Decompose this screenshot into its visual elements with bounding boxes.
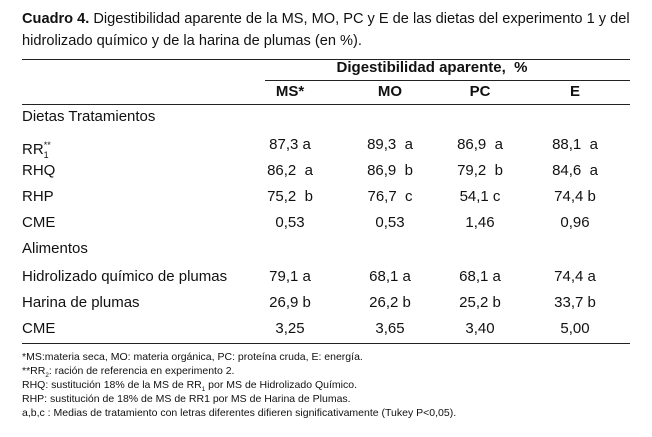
label-text: Hidrolizado químico de plumas [22, 268, 228, 285]
footnote-text: RHP: sustitución de 18% de MS de RR1 por… [22, 393, 351, 405]
label-text: CME [22, 320, 56, 337]
footnote: **RR2: ración de referencia en experimen… [22, 365, 234, 382]
cell: 88,1 a [552, 136, 598, 153]
footnote-text: RHQ: sustitución 18% de la MS de RR [22, 379, 202, 391]
label-text: RHQ [22, 162, 56, 179]
footnote-sub: 2 [45, 372, 49, 380]
cell: 68,1 a [369, 268, 411, 285]
column-header: E [569, 83, 581, 100]
cell: 0,53 [375, 214, 405, 231]
footnote-text: *MS:materia seca, MO: materia orgánica, … [22, 351, 363, 363]
caption: Cuadro 4. Digestibilidad aparente de la … [22, 8, 647, 52]
cell: 0,53 [275, 214, 305, 231]
label-text: RHP [22, 188, 54, 205]
cell: 68,1 a [459, 268, 501, 285]
cell: 89,3 a [367, 136, 413, 153]
column-header: PC [469, 83, 491, 100]
group-rule [265, 80, 630, 81]
cell: 75,2 b [267, 188, 313, 205]
section-title: Alimentos [22, 240, 88, 257]
label-text: RR [22, 141, 44, 158]
label-sub: 1 [43, 150, 49, 160]
footnote-text: : ración de referencia en experimento 2. [48, 365, 235, 377]
footnote-text: a,b,c : Medias de tratamiento con letras… [22, 407, 457, 419]
footnote-text: **RR [22, 365, 46, 377]
cell: 74,4 a [554, 268, 596, 285]
cell: 3,65 [375, 320, 405, 337]
cell: 87,3 a [269, 136, 311, 153]
row-label: CME [22, 214, 55, 232]
label-sup: ** [43, 140, 51, 150]
cell: 26,2 b [369, 294, 411, 311]
cell: 25,2 b [459, 294, 501, 311]
cell: 33,7 b [554, 294, 596, 311]
cell: 86,9 b [367, 162, 413, 179]
cell: 86,9 a [457, 136, 503, 153]
cell: 54,1 c [459, 188, 501, 205]
label-text: CME [22, 214, 56, 231]
header-rule [22, 104, 630, 105]
cell: 0,96 [560, 214, 590, 231]
row-label: RHP [22, 188, 54, 206]
cell: 3,25 [275, 320, 305, 337]
bottom-rule [22, 343, 630, 344]
cell: 79,2 b [457, 162, 503, 179]
caption-label: Cuadro 4. [22, 11, 90, 27]
cell: 5,00 [560, 320, 590, 337]
footnote: *MS:materia seca, MO: materia orgánica, … [22, 351, 363, 364]
section-title: Dietas Tratamientos [22, 108, 156, 125]
row-label: CME [22, 320, 55, 338]
group-header: Digestibilidad aparente, % [336, 59, 528, 76]
cell: 26,9 b [269, 294, 311, 311]
cell: 74,4 b [554, 188, 596, 205]
label-text: Harina de plumas [22, 294, 140, 311]
footnote: RHP: sustitución de 18% de MS de RR1 por… [22, 393, 351, 406]
cell: 86,2 a [267, 162, 313, 179]
footnote: RHQ: sustitución 18% de la MS de RR1 por… [22, 379, 357, 396]
cell: 1,46 [465, 214, 495, 231]
footnote-sub: 1 [201, 386, 206, 394]
cell: 76,7 c [367, 188, 413, 205]
column-header: MS* [275, 83, 305, 100]
footnote-text: por MS de Hidrolizado Químico. [205, 379, 357, 391]
top-rule [22, 59, 630, 60]
footnote: a,b,c : Medias de tratamiento con letras… [22, 407, 456, 420]
row-label: RR1** [22, 136, 51, 164]
cell: 79,1 a [269, 268, 311, 285]
row-label: Harina de plumas [22, 294, 140, 312]
row-label: Hidrolizado químico de plumas [22, 268, 227, 286]
caption-text: Digestibilidad aparente de la MS, MO, PC… [22, 11, 630, 49]
column-header: MO [377, 83, 403, 100]
cell: 3,40 [465, 320, 495, 337]
cell: 84,6 a [552, 162, 598, 179]
row-label: RHQ [22, 162, 55, 180]
